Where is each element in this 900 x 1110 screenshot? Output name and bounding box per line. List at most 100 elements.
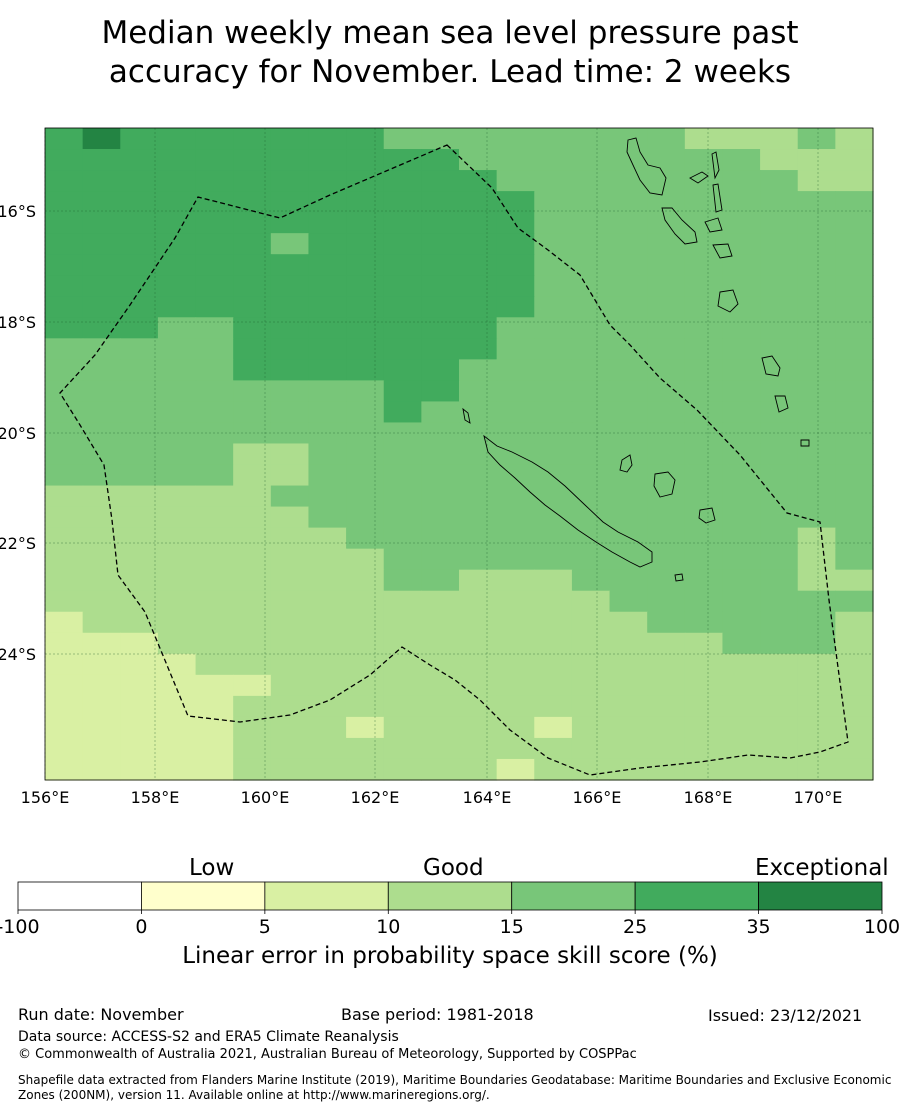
skill-cell (421, 653, 460, 676)
skill-cell (195, 590, 234, 613)
skill-cell (346, 338, 385, 360)
skill-cell (647, 275, 686, 297)
colorbar-tick-label: 100 (864, 916, 900, 938)
skill-cell (195, 506, 234, 529)
skill-cell (195, 359, 234, 381)
skill-cell (270, 128, 310, 150)
skill-cell (684, 590, 724, 613)
skill-cell (383, 695, 422, 718)
skill-cell (233, 254, 272, 276)
skill-cell (684, 548, 724, 571)
skill-cell (571, 674, 611, 697)
skill-cell (157, 527, 197, 550)
skill-cell (195, 254, 234, 276)
vanuatu-erromango (717, 289, 739, 313)
skill-cell (534, 338, 573, 360)
map-title: Median weekly mean sea level pressure pa… (0, 14, 900, 92)
skill-cell (120, 254, 159, 276)
skill-cell (609, 275, 648, 297)
skill-cell (45, 737, 84, 760)
skill-cell (496, 758, 535, 781)
skill-cell (609, 485, 648, 508)
skill-cell (270, 317, 310, 339)
skill-cell (684, 338, 724, 360)
skill-cell (270, 212, 310, 234)
islands (462, 137, 810, 582)
skill-cell (496, 569, 535, 592)
skill-cell (233, 590, 272, 613)
vanuatu-epi (704, 217, 723, 233)
axis-ticks: 156°E 158°E 160°E 162°E 164°E 166°E 168°E 170°E… (0, 202, 842, 807)
skill-cell (82, 401, 121, 424)
skill-cell (421, 632, 460, 655)
skill-cell (308, 590, 347, 613)
skill-cell (647, 233, 686, 255)
skill-cell (45, 359, 84, 381)
skill-cell (684, 317, 724, 339)
skill-cell (722, 128, 761, 150)
skill-cell (346, 149, 385, 171)
skill-cell (45, 485, 84, 508)
skill-cell (609, 233, 648, 255)
skill-cell (346, 233, 385, 255)
skill-cell (233, 170, 272, 192)
skill-cell (496, 149, 535, 171)
skill-cell (45, 275, 84, 297)
skill-cell (421, 569, 460, 592)
skill-cell (835, 737, 874, 760)
skill-cell (346, 716, 385, 739)
skill-cell (157, 443, 197, 466)
skill-cell (684, 359, 724, 381)
skill-cell (195, 338, 234, 360)
lon-tick-label: 158°E (131, 788, 180, 807)
skill-cell (45, 191, 84, 213)
skill-cell (459, 569, 498, 592)
skill-cell (835, 569, 874, 592)
skill-cell (82, 506, 121, 529)
skill-cell (383, 317, 422, 339)
skill-cell (459, 338, 498, 360)
skill-cell (308, 359, 347, 381)
skill-cell (534, 632, 573, 655)
skill-cell (270, 422, 310, 445)
vanuatu-espiritu-santo (626, 137, 667, 196)
skill-cell (270, 548, 310, 571)
skill-cell (45, 422, 84, 445)
skill-cell (797, 212, 836, 234)
skill-cell (45, 212, 84, 234)
skill-cell (270, 569, 310, 592)
skill-cell (609, 506, 648, 529)
skill-cell (383, 716, 422, 739)
skill-cell (534, 380, 573, 403)
skill-cell (421, 695, 460, 718)
skill-cell (308, 275, 347, 297)
skill-cell (797, 296, 836, 318)
skill-cell (120, 275, 159, 297)
colorbar-swatch (634, 881, 759, 911)
skill-cell (647, 212, 686, 234)
skill-cell (82, 632, 121, 655)
skill-cell (571, 485, 611, 508)
skill-cell (195, 485, 234, 508)
skill-cell (571, 233, 611, 255)
skill-cell (722, 506, 761, 529)
skill-cell (82, 212, 121, 234)
skill-cell (647, 338, 686, 360)
skill-cell (120, 464, 159, 487)
skill-cell (270, 401, 310, 424)
skill-cell (722, 254, 761, 276)
skill-cell (534, 443, 573, 466)
skill-cell (82, 464, 121, 487)
skill-cell (308, 296, 347, 318)
skill-cell (459, 716, 498, 739)
skill-cell (609, 128, 648, 150)
colorbar-tick-label: 15 (500, 916, 524, 938)
matthew-island (800, 439, 810, 447)
skill-cell (383, 674, 422, 697)
skill-cell (233, 737, 272, 760)
skill-cell (760, 443, 799, 466)
skill-cell (571, 443, 611, 466)
skill-cell (308, 464, 347, 487)
skill-cell (421, 296, 460, 318)
skill-cell (722, 632, 761, 655)
